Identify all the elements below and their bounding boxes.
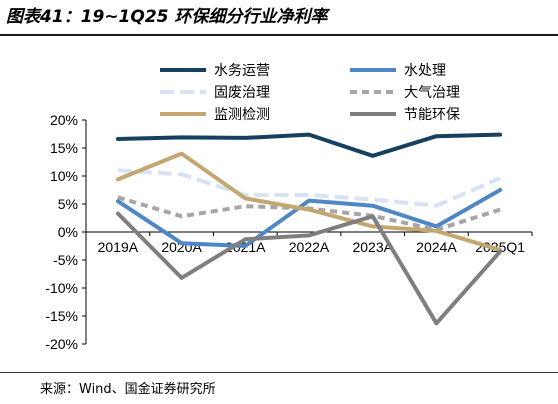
y-tick-label: -10% [45, 280, 78, 296]
title-divider [0, 34, 558, 36]
y-tick-label: 0% [58, 224, 78, 240]
x-tick-label: 2024A [416, 239, 457, 255]
y-axis: 20% 15% 10% 5% 0% -5% -10% -15% -20% [45, 112, 87, 352]
legend-label: 监测检测 [214, 106, 270, 122]
y-tick-label: 15% [50, 140, 78, 156]
x-tick-label: 2019A [98, 239, 139, 255]
y-tick-label: 5% [58, 196, 78, 212]
plot-area [115, 132, 503, 326]
legend-label: 节能环保 [404, 106, 460, 122]
footer-divider [0, 372, 558, 373]
x-tick-label: 2022A [289, 239, 330, 255]
x-tick-label: 2023A [352, 239, 393, 255]
source-note: 来源：Wind、国金证券研究所 [40, 382, 216, 397]
series-line [117, 168, 501, 208]
legend-label: 固废治理 [214, 84, 270, 100]
series-line [115, 151, 503, 252]
legend-label: 大气治理 [404, 84, 460, 100]
x-tick-label: 2025Q1 [475, 239, 525, 255]
series-line [115, 211, 503, 326]
y-tick-label: 10% [50, 168, 78, 184]
chart-title: 图表41：19~1Q25 环保细分行业净利率 [6, 7, 328, 27]
legend-label: 水务运营 [214, 62, 270, 78]
y-tick-label: -15% [45, 308, 78, 324]
series-line [115, 132, 503, 158]
series-line [115, 188, 503, 248]
x-axis: 2019A 2020A 2021A 2022A 2023A 2024A 2025Q1 [85, 231, 533, 255]
y-tick-label: -5% [53, 252, 78, 268]
y-tick-label: -20% [45, 336, 78, 352]
legend-label: 水处理 [404, 62, 446, 78]
y-tick-label: 20% [50, 112, 78, 128]
